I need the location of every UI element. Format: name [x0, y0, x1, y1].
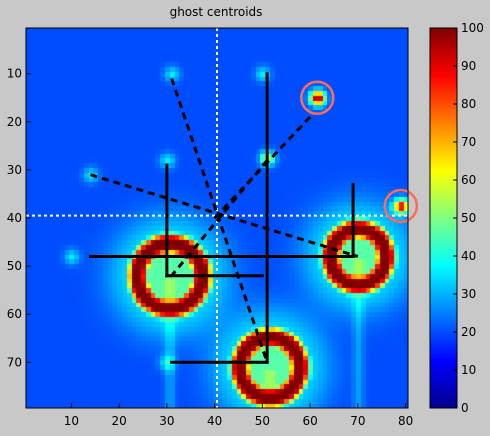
colorbar-ticks: 0 10 20 30 40 50 60 70 80 90 100 [453, 21, 484, 415]
colorbar-tick-label: 30 [461, 287, 476, 301]
dashed-segment [170, 78, 269, 363]
colorbar-tick-label: 10 [461, 363, 476, 377]
y-tick-label: 50 [7, 259, 22, 273]
colorbar-gradient [429, 27, 458, 409]
colorbar-tick-label: 20 [461, 325, 476, 339]
x-tick-label: 60 [302, 414, 317, 428]
plot-area [25, 27, 419, 409]
x-axis: 10 20 30 40 50 60 70 80 [64, 403, 413, 428]
colorbar-tick-label: 100 [461, 21, 484, 35]
colorbar-tick-label: 70 [461, 135, 476, 149]
x-tick-label: 20 [111, 414, 126, 428]
colorbar-tick-label: 40 [461, 249, 476, 263]
y-axis: 10 20 30 40 50 60 70 [7, 67, 31, 369]
x-tick-label: 50 [255, 414, 270, 428]
colorbar-tick-label: 90 [461, 59, 476, 73]
y-tick-label: 10 [7, 67, 22, 81]
colorbar-tick-label: 0 [461, 401, 469, 415]
overlay-layer [26, 28, 419, 408]
highlight-circle [300, 80, 335, 115]
x-tick-label: 10 [64, 414, 79, 428]
y-tick-label: 30 [7, 163, 22, 177]
highlight-circle [383, 188, 419, 224]
colorbar: 0 10 20 30 40 50 60 70 80 90 100 [429, 21, 484, 415]
y-tick-label: 40 [7, 211, 22, 225]
dashed-segment [90, 173, 359, 258]
x-tick-label: 70 [350, 414, 365, 428]
x-tick-label: 40 [207, 414, 222, 428]
y-tick-label: 20 [7, 115, 22, 129]
chart-title: ghost centroids [170, 5, 263, 19]
y-tick-label: 60 [7, 307, 22, 321]
x-tick-label: 80 [398, 414, 413, 428]
x-tick-label: 30 [159, 414, 174, 428]
colorbar-tick-label: 50 [461, 211, 476, 225]
colorbar-tick-label: 80 [461, 97, 476, 111]
y-tick-label: 70 [7, 355, 22, 369]
colorbar-tick-label: 60 [461, 173, 476, 187]
